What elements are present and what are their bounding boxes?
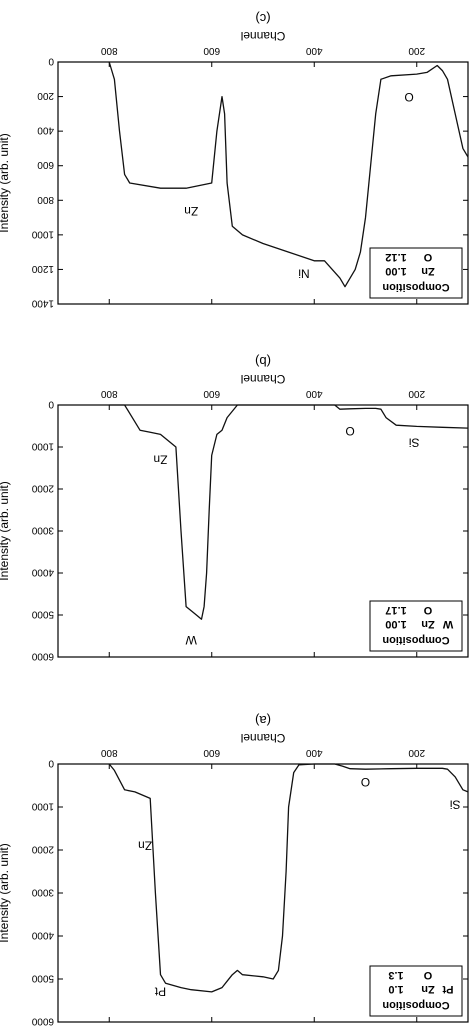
plot-frame (57, 61, 469, 305)
y-tick-label: 0 (48, 56, 54, 67)
y-axis-title: Intensity (arb. unit) (0, 133, 11, 232)
y-tick-label: 2000 (31, 844, 54, 855)
x-tick-label: 400 (305, 747, 322, 758)
y-tick-label: 6000 (31, 651, 54, 662)
chart-panel-3: 200 400 600 800 0 200 400 600 800 1000 1200 1400 Cha… (0, 11, 469, 309)
composition-box (369, 247, 463, 299)
element-annotation: O (361, 775, 370, 789)
y-tick-label: 1400 (31, 298, 54, 309)
x-axis-title: Channel (241, 731, 286, 745)
y-tick-label: 0 (48, 758, 54, 769)
composition-entry: Zn (421, 983, 435, 995)
composition-entry: W (442, 618, 453, 630)
element-annotation: Ni (298, 266, 309, 280)
y-tick-label: 1000 (31, 801, 54, 812)
y-tick-label: 4000 (31, 930, 54, 941)
x-tick-label: 200 (408, 747, 425, 758)
x-axis-title: Channel (241, 372, 286, 386)
panel-label: (c) (255, 11, 270, 26)
spectrum-line (109, 404, 469, 620)
x-tick-label: 600 (203, 45, 220, 56)
element-annotation: W (185, 633, 197, 647)
element-annotation: Si (409, 436, 420, 450)
composition-entry: 1.3 (388, 969, 403, 981)
spectrum-line (108, 763, 469, 993)
composition-entry: 1.00 (385, 265, 406, 277)
x-tick-label: 800 (100, 388, 117, 399)
x-tick-label: 800 (100, 747, 117, 758)
y-axis-title: Intensity (arb. unit) (0, 481, 11, 580)
x-tick-label: 600 (203, 747, 220, 758)
element-annotation: Pt (154, 985, 166, 999)
composition-entry: 1.17 (385, 604, 406, 616)
x-tick-label: 400 (305, 388, 322, 399)
composition-entry: 1.0 (388, 983, 403, 995)
composition-entry: O (423, 604, 432, 616)
element-annotation: Zn (184, 204, 198, 218)
spectrum-line (108, 61, 469, 288)
x-tick-label: 200 (408, 388, 425, 399)
x-tick-label: 400 (305, 45, 322, 56)
composition-title: Composition (382, 999, 449, 1011)
composition-entry: Zn (421, 618, 435, 630)
panel-label: (b) (255, 354, 271, 369)
element-annotation: Zn (153, 452, 167, 466)
y-axis-title: Intensity (arb. unit) (0, 843, 11, 942)
composition-entry: O (423, 969, 432, 981)
y-tick-label: 2000 (31, 483, 54, 494)
y-tick-label: 1000 (31, 228, 54, 239)
composition-box (369, 965, 463, 1017)
y-tick-label: 600 (37, 159, 54, 170)
composition-title: Composition (382, 634, 449, 646)
element-annotation: Si (450, 798, 461, 812)
element-annotation: O (404, 90, 413, 104)
y-tick-label: 3000 (31, 525, 54, 536)
element-annotation: O (345, 424, 354, 438)
y-tick-label: 6000 (31, 1016, 54, 1027)
y-tick-label: 800 (37, 194, 54, 205)
composition-entry: 1.12 (385, 251, 406, 263)
composition-entry: Pt (442, 983, 453, 995)
x-tick-label: 200 (408, 45, 425, 56)
composition-entry: O (423, 251, 432, 263)
composition-box (369, 600, 463, 652)
composition-entry: 1.00 (385, 618, 406, 630)
y-tick-label: 1200 (31, 263, 54, 274)
y-tick-label: 1000 (31, 441, 54, 452)
y-tick-label: 5000 (31, 973, 54, 984)
element-annotation: Zn (138, 838, 152, 852)
y-tick-label: 200 (37, 90, 54, 101)
x-tick-label: 600 (203, 388, 220, 399)
x-tick-label: 800 (100, 45, 117, 56)
chart-panel-1: 200 400 600 800 0 1000 2000 3000 4000 5000 6000 Cha… (0, 713, 469, 1027)
composition-title: Composition (382, 281, 449, 293)
x-axis-title: Channel (241, 29, 286, 43)
chart-panel-2: 200 400 600 800 0 1000 2000 3000 4000 5000 6000 Cha… (0, 354, 469, 662)
y-tick-label: 0 (48, 399, 54, 410)
y-tick-label: 4000 (31, 567, 54, 578)
y-tick-label: 400 (37, 125, 54, 136)
composition-entry: Zn (421, 265, 435, 277)
panel-label: (a) (255, 713, 271, 728)
y-tick-label: 5000 (31, 609, 54, 620)
y-tick-label: 3000 (31, 887, 54, 898)
